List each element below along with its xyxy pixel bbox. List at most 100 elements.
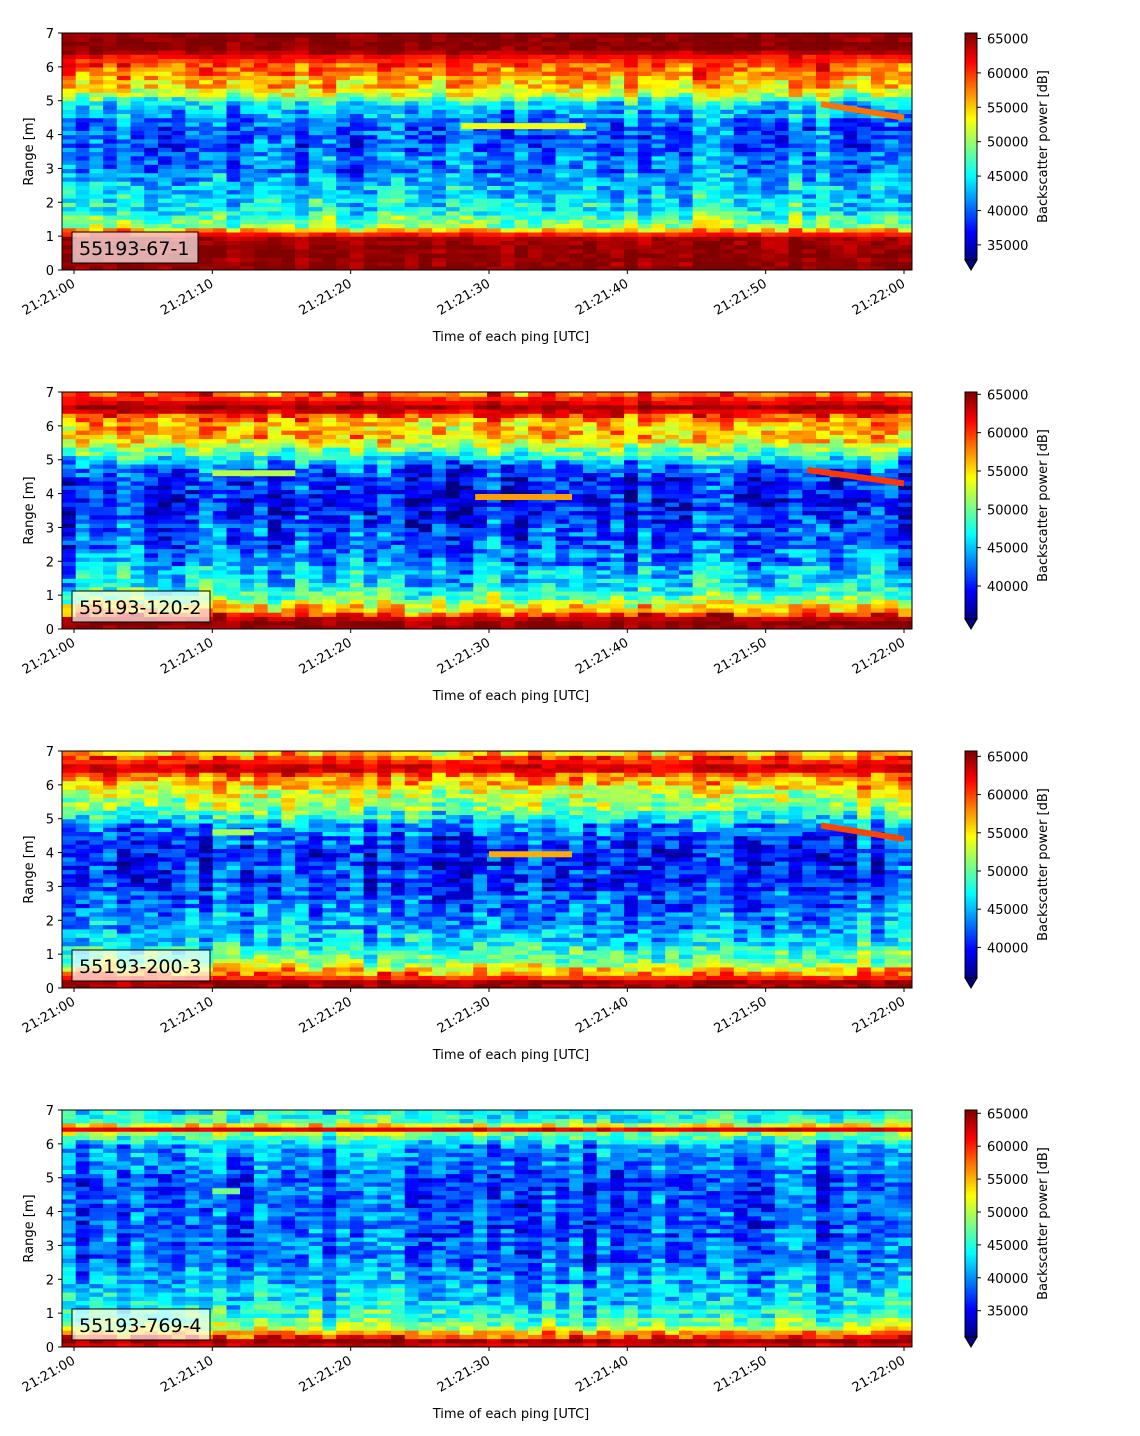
heatmap-cell	[363, 472, 378, 478]
heatmap-cell	[308, 616, 324, 622]
heatmap-cell	[404, 62, 420, 68]
heatmap-cell	[157, 518, 173, 524]
heatmap-cell	[336, 33, 351, 38]
heatmap-cell	[898, 155, 912, 161]
heatmap-cell	[596, 181, 611, 186]
heatmap-cell	[706, 45, 721, 51]
heatmap-cell	[816, 265, 831, 270]
heatmap-cell	[541, 223, 557, 229]
heatmap-cell	[884, 244, 899, 250]
heatmap-cell	[253, 248, 269, 254]
heatmap-cell	[870, 159, 886, 165]
heatmap-cell	[144, 561, 159, 567]
heatmap-cell	[336, 62, 351, 68]
heatmap-cell	[322, 514, 337, 520]
heatmap-cell	[103, 210, 118, 216]
heatmap-cell	[514, 83, 529, 89]
heatmap-cell	[733, 231, 749, 237]
heatmap-cell	[349, 544, 365, 550]
heatmap-cell	[116, 468, 132, 474]
heatmap-cell	[281, 421, 296, 427]
heatmap-cell	[253, 41, 269, 47]
heatmap-cell	[569, 66, 584, 72]
heatmap-cell	[569, 214, 584, 220]
heatmap-cell	[898, 138, 912, 144]
heatmap-cell	[199, 189, 214, 195]
heatmap-cell	[898, 227, 912, 233]
heatmap-cell	[651, 240, 666, 246]
heatmap-cell	[226, 565, 241, 571]
heatmap-cell	[514, 240, 529, 246]
heatmap-cell	[678, 164, 694, 170]
heatmap-cell	[569, 181, 584, 186]
heatmap-cell	[240, 497, 255, 503]
heatmap-cell	[404, 49, 420, 55]
heatmap-cell	[336, 400, 351, 406]
heatmap-cell	[253, 548, 269, 554]
heatmap-cell	[391, 569, 406, 575]
colorbar-segment	[965, 80, 977, 84]
heatmap-cell	[569, 223, 584, 229]
heatmap-cell	[157, 193, 173, 199]
heatmap-cell	[199, 527, 214, 533]
heatmap-cell	[788, 248, 803, 254]
heatmap-cell	[459, 257, 474, 263]
heatmap-cell	[267, 155, 282, 161]
heatmap-cell	[651, 92, 666, 98]
heatmap-cell	[857, 79, 872, 85]
heatmap-cell	[89, 193, 104, 199]
heatmap-cell	[144, 164, 159, 170]
heatmap-cell	[418, 198, 433, 203]
heatmap-cell	[391, 219, 406, 225]
heatmap-cell	[500, 168, 516, 174]
heatmap-cell	[363, 75, 378, 81]
heatmap-cell	[322, 447, 337, 452]
heatmap-cell	[528, 45, 543, 51]
heatmap-cell	[528, 109, 543, 115]
heatmap-cell	[267, 557, 282, 562]
heatmap-cell	[267, 236, 282, 241]
heatmap-cell	[514, 193, 529, 199]
heatmap-cell	[336, 168, 351, 174]
heatmap-cell	[185, 557, 200, 562]
heatmap-cell	[199, 253, 214, 258]
heatmap-cell	[185, 624, 200, 629]
heatmap-cell	[363, 104, 378, 110]
heatmap-cell	[774, 240, 790, 246]
heatmap-cell	[857, 223, 872, 229]
heatmap-cell	[226, 96, 241, 102]
heatmap-cell	[391, 168, 406, 174]
heatmap-cell	[596, 109, 611, 115]
heatmap-cell	[199, 523, 214, 529]
heatmap-cell	[308, 392, 324, 397]
heatmap-cell	[651, 37, 666, 43]
colorbar-segment	[965, 226, 977, 230]
heatmap-cell	[418, 143, 433, 148]
colorbar-segment	[965, 158, 977, 162]
colorbar-segment	[965, 44, 977, 48]
heatmap-cell	[884, 164, 899, 170]
heatmap-cell	[473, 138, 488, 144]
heatmap-cell	[171, 502, 186, 507]
heatmap-cell	[103, 480, 118, 486]
heatmap-cell	[240, 75, 255, 81]
heatmap-cell	[226, 143, 241, 148]
heatmap-cell	[157, 396, 173, 402]
heatmap-cell	[816, 227, 831, 233]
heatmap-cell	[514, 138, 529, 144]
heatmap-cell	[363, 253, 378, 258]
heatmap-cell	[555, 109, 570, 115]
heatmap-cell	[706, 138, 721, 144]
colorbar-segment	[965, 172, 977, 176]
heatmap-cell	[308, 168, 324, 174]
heatmap-cell	[391, 193, 406, 199]
heatmap-cell	[199, 510, 214, 516]
heatmap-cell	[610, 244, 625, 250]
heatmap-cell	[157, 430, 173, 435]
heatmap-cell	[692, 62, 707, 68]
heatmap-cell	[363, 413, 378, 418]
heatmap-cell	[336, 100, 351, 106]
heatmap-cell	[157, 531, 173, 537]
heatmap-cell	[487, 66, 502, 72]
heatmap-cell	[500, 134, 516, 140]
